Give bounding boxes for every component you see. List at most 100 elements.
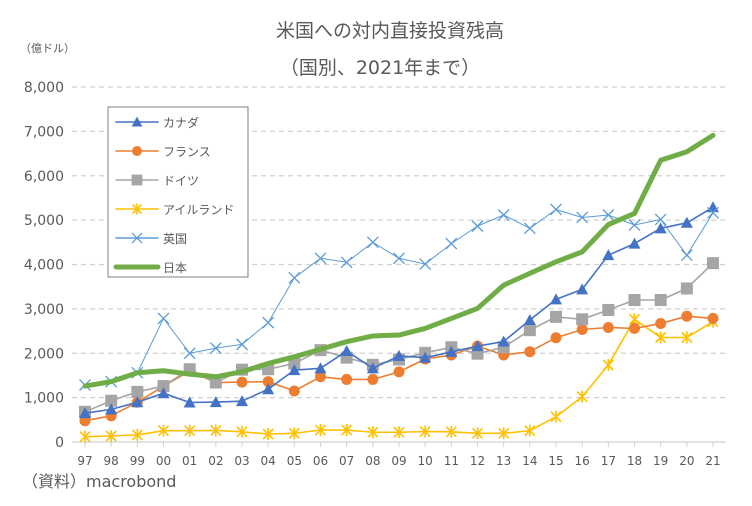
star-marker: [419, 425, 431, 438]
y-tick-label: 1,000: [24, 391, 64, 407]
x-marker: [419, 258, 432, 271]
y-tick-label: 6,000: [24, 169, 64, 185]
y-tick-label: 8,000: [24, 80, 64, 96]
chart-title: 米国への対内直接投資残高: [276, 20, 504, 42]
square-marker: [288, 357, 301, 370]
series-3: [79, 313, 719, 443]
x-tick-label: 10: [418, 454, 433, 468]
x-tick-label: 02: [208, 454, 223, 468]
circle-marker: [367, 373, 379, 385]
triangle-marker: [131, 116, 143, 127]
circle-marker: [681, 310, 693, 322]
triangle-marker: [471, 340, 484, 352]
triangle-marker: [236, 395, 248, 407]
x-marker: [550, 203, 562, 216]
circle-marker: [288, 385, 300, 397]
x-tick-label: 09: [391, 454, 406, 468]
circle-marker: [707, 312, 719, 324]
x-tick-label: 97: [77, 454, 92, 468]
triangle-marker: [340, 345, 353, 357]
triangle-marker: [209, 396, 222, 408]
square-marker: [654, 294, 667, 306]
star-marker: [157, 424, 170, 437]
x-tick-label: 00: [156, 454, 171, 468]
legend-box: [107, 106, 249, 278]
y-tick-label: 2,000: [24, 346, 64, 362]
star-marker: [236, 425, 248, 438]
square-marker: [131, 174, 143, 186]
circle-marker: [393, 366, 405, 378]
star-marker: [184, 424, 196, 437]
triangle-marker: [707, 201, 719, 213]
x-marker: [707, 206, 719, 219]
y-tick-label: 4,000: [24, 258, 64, 274]
legend-label: 日本: [163, 261, 187, 275]
triangle-marker: [602, 249, 615, 261]
chart-subtitle: （国別、2021年まで）: [280, 57, 480, 79]
square-marker: [680, 282, 693, 295]
x-tick-label: 21: [705, 454, 720, 468]
x-marker: [288, 271, 301, 284]
series-1: [79, 310, 719, 427]
triangle-marker: [497, 335, 510, 347]
triangle-marker: [445, 345, 458, 357]
triangle-marker: [654, 222, 667, 234]
x-tick-label: 18: [627, 454, 642, 468]
x-tick-label: 20: [679, 454, 694, 468]
x-marker: [497, 209, 510, 221]
circle-marker: [341, 373, 353, 385]
legend-label: フランス: [163, 145, 211, 159]
triangle-marker: [79, 407, 91, 419]
legend-item: フランス: [115, 145, 211, 159]
legend-label: カナダ: [163, 115, 199, 130]
x-tick-label: 15: [548, 454, 563, 468]
legend-item: アイルランド: [115, 203, 234, 217]
triangle-marker: [288, 364, 301, 376]
x-marker: [445, 237, 458, 250]
x-tick-label: 03: [234, 454, 249, 468]
triangle-marker: [628, 237, 641, 249]
y-tick-label: 5,000: [24, 213, 64, 229]
triangle-marker: [105, 403, 118, 415]
triangle-marker: [157, 387, 170, 399]
x-tick-label: 99: [130, 454, 145, 468]
square-marker: [105, 394, 118, 407]
x-marker: [471, 220, 484, 233]
legend-item: 英国: [115, 232, 187, 246]
x-marker: [183, 347, 196, 360]
star-marker: [262, 428, 274, 441]
square-marker: [628, 294, 641, 306]
star-marker: [131, 428, 143, 441]
x-marker: [654, 213, 667, 226]
x-tick-label: 04: [261, 454, 276, 468]
square-marker: [602, 303, 615, 316]
star-marker: [550, 410, 562, 423]
y-axis-ticks: 0 1,000 2,000 3,000 4,000 5,000 6,000 7,000 8,00…: [24, 80, 64, 451]
star-marker: [341, 424, 353, 437]
square-marker: [157, 380, 170, 393]
x-marker: [366, 236, 379, 249]
triangle-marker: [523, 313, 536, 325]
legend-label: ドイツ: [163, 174, 199, 188]
circle-marker: [655, 318, 667, 330]
square-marker: [550, 310, 562, 323]
source-note: （資料）macrobond: [22, 472, 176, 491]
triangle-marker: [550, 293, 562, 305]
square-marker: [523, 324, 536, 337]
square-marker: [576, 313, 589, 326]
y-tick-label: 3,000: [24, 302, 64, 318]
star-marker: [445, 425, 457, 438]
star-marker: [288, 427, 300, 440]
square-marker: [131, 385, 144, 398]
x-tick-label: 08: [365, 454, 380, 468]
x-tick-label: 06: [313, 454, 328, 468]
star-marker: [79, 430, 91, 443]
star-marker: [105, 430, 117, 443]
circle-marker: [315, 371, 326, 383]
x-tick-label: 14: [522, 454, 537, 468]
x-marker: [628, 219, 641, 231]
x-tick-label: 19: [653, 454, 668, 468]
x-tick-label: 12: [470, 454, 485, 468]
series-0: [79, 201, 719, 419]
x-marker: [262, 316, 275, 329]
